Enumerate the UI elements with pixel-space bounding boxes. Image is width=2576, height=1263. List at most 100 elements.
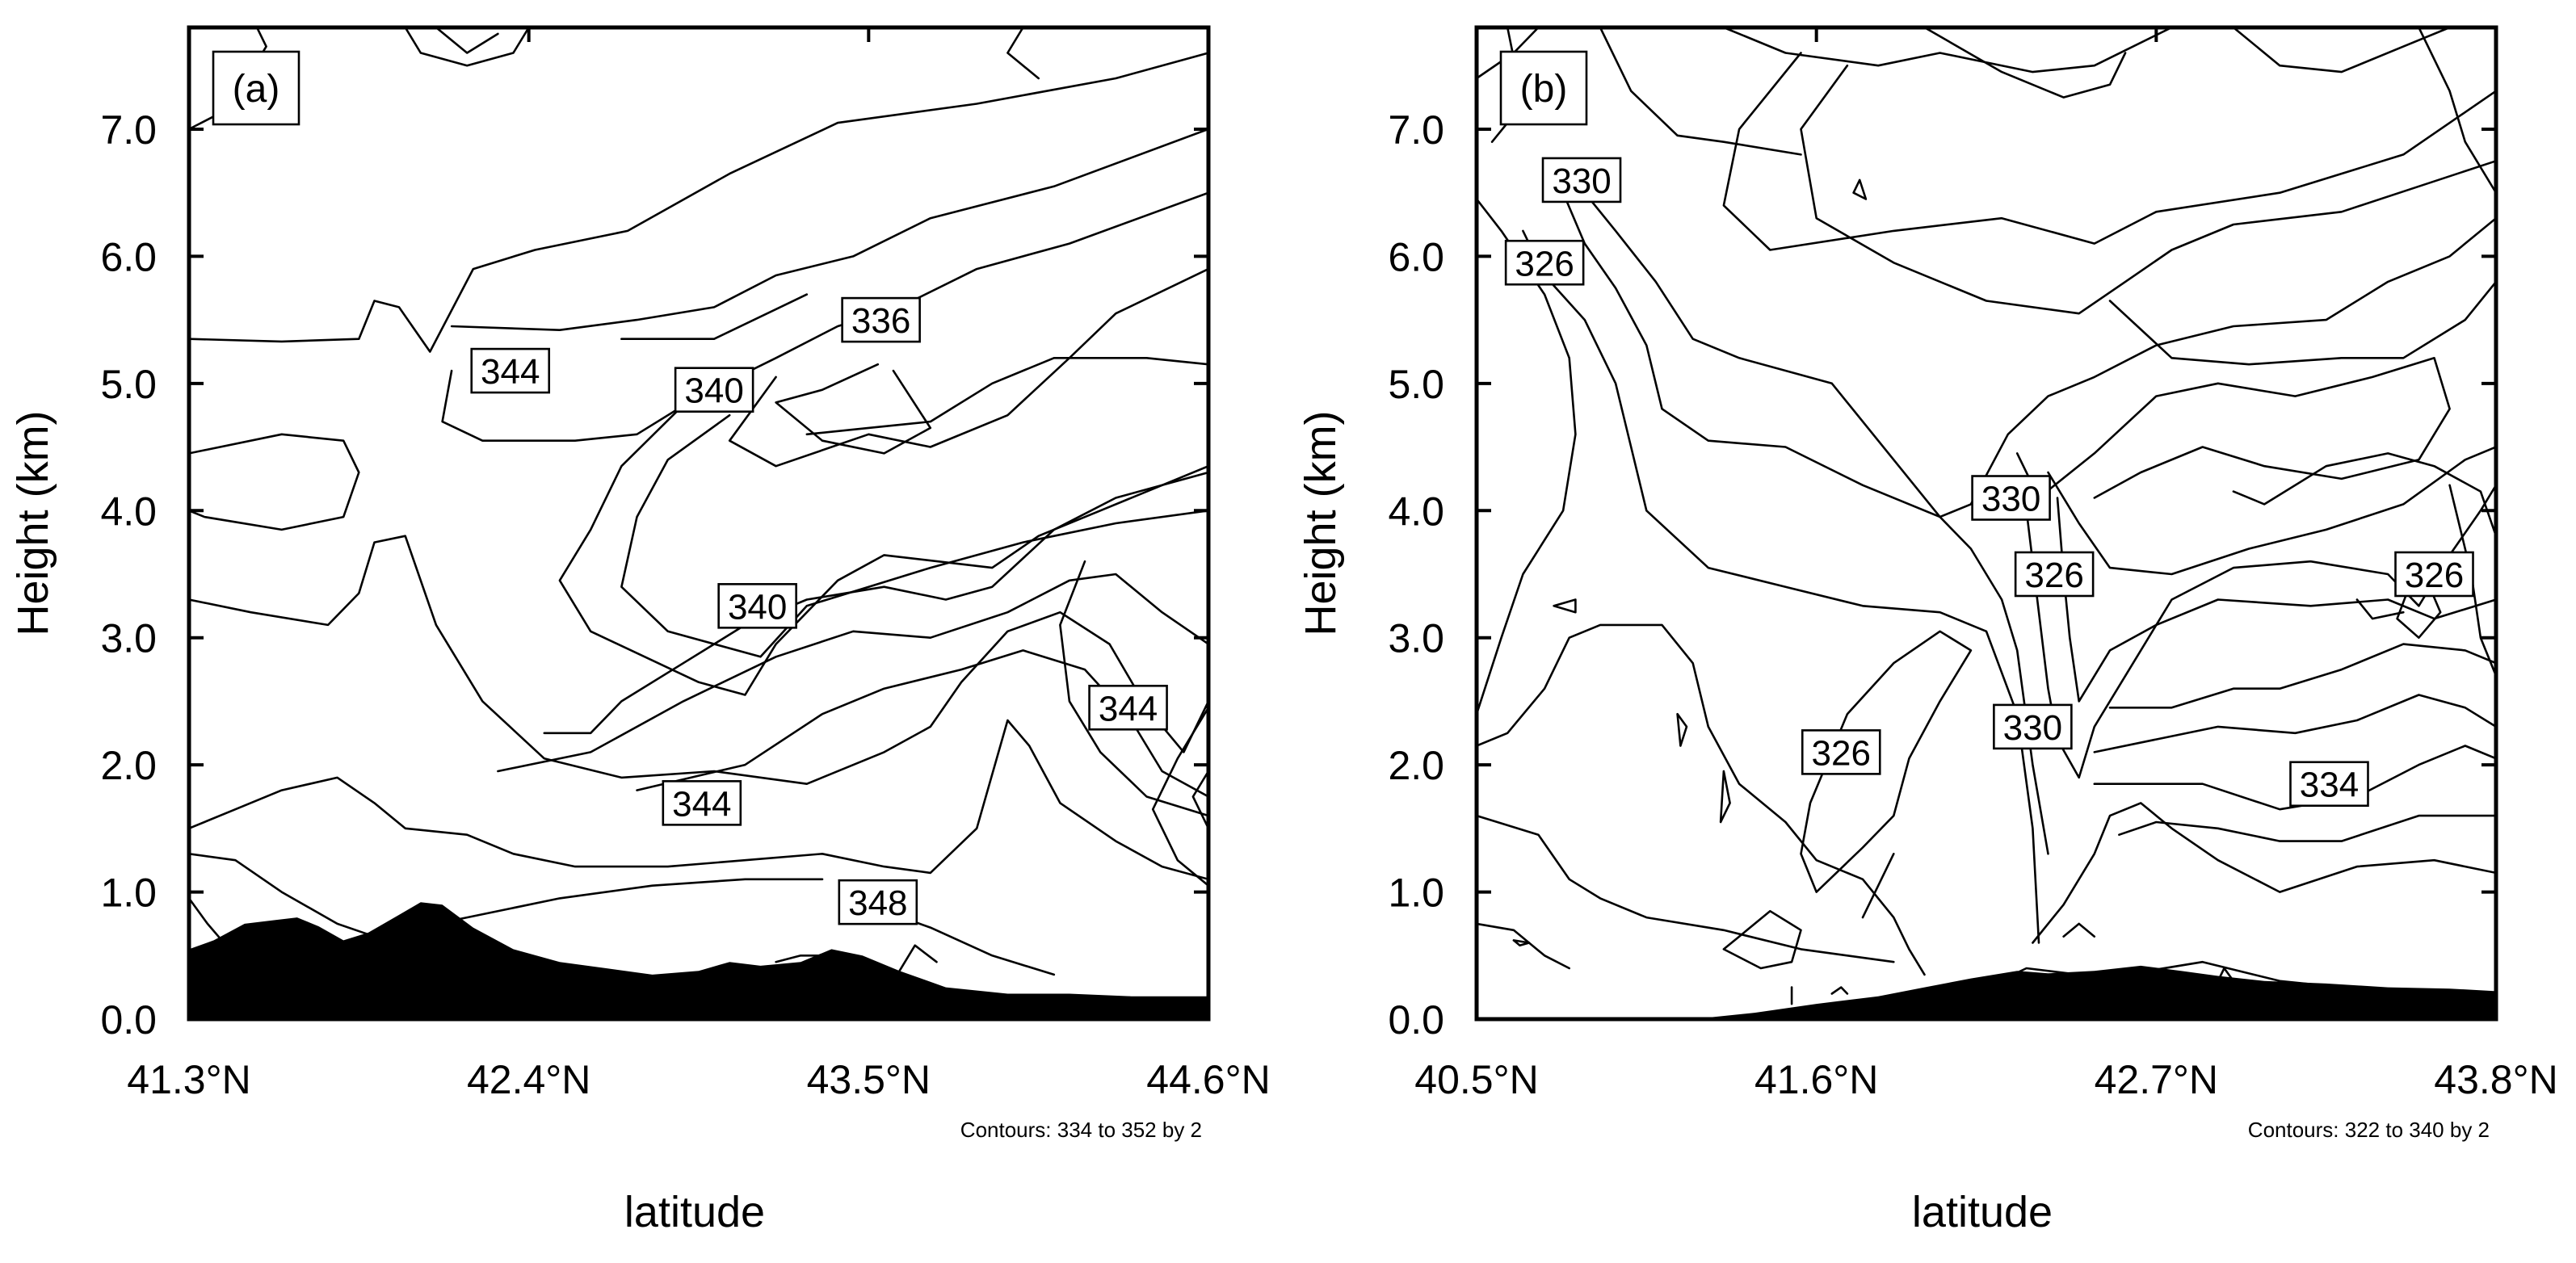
contour-line bbox=[1561, 191, 2049, 855]
contour-line bbox=[2047, 446, 2496, 576]
contour-line bbox=[2015, 357, 2451, 499]
contour-label-text: 326 bbox=[2024, 556, 2083, 595]
contour-line bbox=[898, 944, 938, 972]
contour-label-text: 348 bbox=[848, 883, 907, 923]
contour-line bbox=[1151, 707, 1208, 887]
contour-label-text: 326 bbox=[1515, 244, 1574, 283]
contour-line bbox=[1059, 560, 1208, 817]
contour-line bbox=[543, 471, 1208, 735]
contour-label-text: 330 bbox=[1981, 480, 2040, 519]
contour-line bbox=[2448, 484, 2496, 678]
contour-line bbox=[2056, 497, 2496, 703]
contour-line bbox=[1923, 27, 2127, 99]
panel-tag-text: (b) bbox=[1520, 68, 1568, 111]
contour-line bbox=[2232, 27, 2451, 73]
y-tick-label: 7.0 bbox=[100, 107, 157, 153]
contour-line bbox=[1800, 630, 1973, 893]
contour-line bbox=[728, 267, 1208, 468]
contour-line bbox=[450, 128, 1208, 331]
y-tick-label: 3.0 bbox=[100, 616, 157, 661]
contour-line bbox=[1553, 598, 1577, 614]
contour-line bbox=[620, 413, 1208, 658]
y-tick-label: 3.0 bbox=[1388, 616, 1444, 661]
x-axis-label: latitude bbox=[1912, 1188, 2053, 1236]
y-tick-label: 2.0 bbox=[1388, 743, 1444, 788]
contour-line bbox=[2418, 27, 2496, 194]
contour-line bbox=[558, 388, 1208, 696]
contour-label-text: 336 bbox=[851, 301, 910, 341]
x-tick-label: 40.5°N bbox=[1414, 1057, 1538, 1102]
contour-line bbox=[1477, 814, 1895, 963]
y-tick-label: 0.0 bbox=[1388, 997, 1444, 1043]
contour-line bbox=[2232, 452, 2496, 537]
contour-label: 340 bbox=[717, 583, 797, 629]
contour-line bbox=[1852, 178, 1868, 200]
contour-line bbox=[775, 363, 932, 455]
terrain-fill bbox=[189, 902, 1208, 1019]
contour-label: 330 bbox=[1993, 703, 2073, 750]
contour-label: 340 bbox=[674, 367, 754, 413]
y-tick-label: 4.0 bbox=[100, 489, 157, 534]
contour-range-note: Contours: 322 to 340 by 2 bbox=[2248, 1118, 2490, 1142]
contour-line bbox=[404, 27, 530, 67]
y-tick-label: 1.0 bbox=[1388, 871, 1444, 916]
x-tick-label: 41.3°N bbox=[127, 1057, 250, 1102]
contour-label-text: 326 bbox=[2405, 556, 2464, 595]
contour-line bbox=[1512, 939, 1531, 946]
y-tick-label: 5.0 bbox=[1388, 362, 1444, 407]
plot-frame bbox=[187, 25, 1211, 1022]
contour-line bbox=[1722, 52, 2496, 251]
contour-label: 336 bbox=[841, 296, 921, 343]
contour-label: 326 bbox=[1801, 729, 1881, 775]
contour-label-text: 330 bbox=[1552, 162, 1611, 201]
contour-label-text: 334 bbox=[2300, 766, 2359, 805]
plot-area bbox=[189, 27, 1208, 1019]
y-tick-label: 6.0 bbox=[100, 234, 157, 279]
contour-label-text: 340 bbox=[728, 587, 787, 627]
contour-line bbox=[2355, 598, 2405, 620]
contour-label: 326 bbox=[2014, 551, 2095, 598]
contour-line bbox=[1719, 770, 1731, 824]
contour-line bbox=[497, 573, 1208, 773]
terrain-fill bbox=[1477, 965, 2496, 1019]
y-axis-label: Height (km) bbox=[9, 410, 57, 636]
panel-tag: (b) bbox=[1499, 50, 1588, 126]
y-tick-label: 0.0 bbox=[100, 997, 157, 1043]
contour-label-text: 340 bbox=[684, 371, 743, 411]
x-tick-label: 44.6°N bbox=[1146, 1057, 1270, 1102]
contour-line bbox=[1583, 191, 2496, 518]
y-tick-label: 1.0 bbox=[100, 871, 157, 916]
contour-line bbox=[1599, 27, 1802, 156]
contour-line bbox=[1722, 909, 1802, 970]
contour-line bbox=[189, 52, 1208, 353]
contour-label: 326 bbox=[1504, 239, 1585, 286]
x-tick-label: 42.4°N bbox=[467, 1057, 590, 1102]
x-axis-label: latitude bbox=[624, 1188, 765, 1236]
x-tick-label: 43.5°N bbox=[807, 1057, 931, 1102]
y-axis-label: Height (km) bbox=[1296, 410, 1345, 636]
contour-label: 326 bbox=[2394, 551, 2474, 598]
contour-label-text: 326 bbox=[1812, 733, 1871, 773]
contour-label: 330 bbox=[1971, 475, 2051, 521]
panel-tag-text: (a) bbox=[233, 68, 280, 111]
x-tick-label: 41.6°N bbox=[1754, 1057, 1878, 1102]
x-tick-label: 42.7°N bbox=[2095, 1057, 2218, 1102]
contour-label: 344 bbox=[662, 780, 742, 826]
contour-line bbox=[2108, 280, 2496, 366]
chart-panel-b: 330 326 330 326 326 330 326 334 (b) 0.0 1.0 2.0 3.0 4… bbox=[1296, 25, 2558, 1236]
contour-line bbox=[441, 191, 1208, 442]
y-tick-label: 7.0 bbox=[1388, 107, 1444, 153]
contour-line bbox=[2108, 643, 2496, 709]
contour-line bbox=[189, 433, 360, 531]
contour-line bbox=[620, 293, 809, 340]
contour-line bbox=[1477, 922, 1570, 970]
contour-line bbox=[435, 27, 499, 54]
y-tick-label: 4.0 bbox=[1388, 489, 1444, 534]
plot-area bbox=[1477, 27, 2496, 1019]
y-tick-label: 2.0 bbox=[100, 743, 157, 788]
contour-label-text: 344 bbox=[481, 352, 540, 392]
contour-line bbox=[1191, 770, 1208, 830]
y-tick-label: 5.0 bbox=[100, 362, 157, 407]
chart-panel-a: 344 340 336 340 344 344 348 (a) 0.0 1.0 2.0 3.0 4.0 5… bbox=[9, 25, 1271, 1236]
